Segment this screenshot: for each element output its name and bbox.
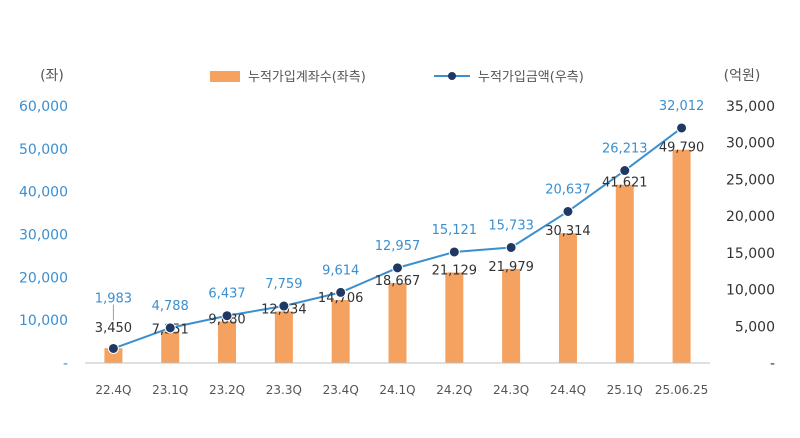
bar: [218, 321, 237, 363]
bar-data-label: 30,314: [545, 224, 591, 239]
bar: [331, 300, 350, 363]
right-axis-tick-label: 30,000: [726, 136, 775, 152]
bar: [104, 348, 123, 363]
legend-bar-swatch: [210, 71, 240, 82]
bar-data-label: 41,621: [602, 176, 648, 191]
line-data-label: 12,957: [375, 239, 421, 254]
x-axis-tick-label: 25.06.25: [655, 383, 708, 397]
line-data-label: 15,121: [432, 223, 478, 238]
bar: [558, 233, 577, 363]
bar-data-label: 21,129: [432, 263, 478, 278]
left-axis-unit: (좌): [40, 68, 64, 84]
right-axis-unit: (억원): [724, 68, 761, 84]
line-data-label: 15,733: [488, 218, 534, 233]
x-axis-tick-label: 23.3Q: [266, 383, 302, 397]
left-axis-tick-label: 50,000: [19, 142, 68, 158]
left-axis-tick-label: 20,000: [19, 270, 68, 286]
bar: [615, 184, 634, 363]
line-marker: [221, 310, 233, 322]
line-marker: [335, 286, 347, 298]
right-axis-tick-label: 25,000: [726, 172, 775, 188]
bar-data-label: 14,706: [318, 291, 364, 306]
x-axis-tick-label: 24.1Q: [379, 383, 415, 397]
line-marker: [107, 342, 119, 354]
right-axis-tick-label: 10,000: [726, 283, 775, 299]
bar: [161, 331, 180, 363]
x-axis-tick-label: 23.4Q: [323, 383, 359, 397]
x-axis-tick-label: 24.2Q: [436, 383, 472, 397]
line-marker: [278, 300, 290, 312]
line-marker: [392, 262, 403, 274]
x-axis-tick-label: 23.2Q: [209, 383, 245, 397]
line-data-label: 26,213: [602, 142, 648, 157]
right-axis-tick-label: -: [770, 356, 775, 372]
left-axis-tick-label: 40,000: [19, 185, 68, 201]
right-axis-tick-label: 20,000: [726, 209, 775, 225]
bar: [274, 311, 293, 363]
line-marker: [448, 246, 460, 258]
bar-data-label: 21,979: [488, 260, 534, 275]
x-axis-tick-label: 25.1Q: [607, 383, 643, 397]
x-axis-tick-label: 23.1Q: [152, 383, 188, 397]
left-axis-tick-label: -: [63, 356, 68, 372]
legend-line-marker: [448, 72, 456, 80]
legend-bar-label: 누적가입계좌수(좌측): [248, 70, 366, 85]
line-marker: [505, 241, 517, 253]
line-data-label: 6,437: [208, 287, 245, 302]
right-axis-tick-label: 15,000: [726, 246, 775, 262]
line-data-label: 20,637: [545, 182, 591, 197]
bar: [672, 149, 691, 363]
bar: [445, 272, 464, 363]
left-axis-tick-label: 30,000: [19, 228, 68, 244]
line-data-label: 1,983: [95, 291, 132, 306]
bar: [502, 268, 521, 363]
right-axis-tick-label: 5,000: [735, 319, 775, 335]
legend-line-label: 누적가입금액(우측): [478, 70, 584, 85]
line-data-label: 7,759: [265, 277, 302, 292]
right-axis-tick-label: 35,000: [726, 99, 775, 115]
bar-data-label: 3,450: [95, 321, 132, 336]
left-axis-tick-label: 60,000: [19, 99, 68, 115]
x-axis-tick-label: 24.4Q: [550, 383, 586, 397]
line-marker: [619, 165, 631, 177]
left-axis-tick-label: 10,000: [19, 313, 68, 329]
x-axis-tick-label: 22.4Q: [95, 383, 131, 397]
bar-data-label: 18,667: [375, 274, 421, 289]
x-axis-tick-label: 24.3Q: [493, 383, 529, 397]
bar-data-label: 49,790: [659, 141, 705, 156]
line-marker: [676, 122, 688, 134]
line-marker: [562, 205, 574, 217]
line-data-label: 4,788: [152, 299, 189, 314]
line-marker: [164, 322, 176, 334]
bar: [388, 283, 407, 363]
line-data-label: 9,614: [322, 263, 359, 278]
line-data-label: 32,012: [659, 99, 705, 114]
